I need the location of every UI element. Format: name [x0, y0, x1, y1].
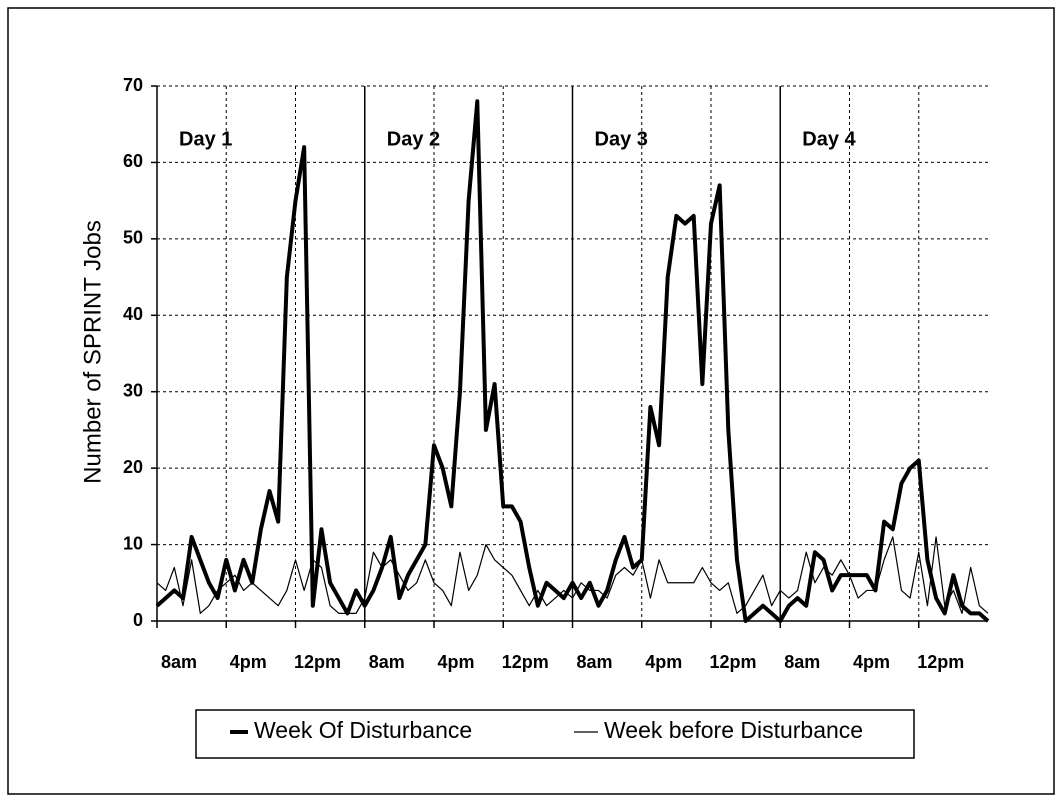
x-tick-label: 8am: [576, 652, 612, 672]
x-tick-label: 12pm: [502, 652, 549, 672]
x-tick-label: 4pm: [437, 652, 474, 672]
y-tick-label: 60: [123, 151, 143, 171]
y-tick-label: 70: [123, 75, 143, 95]
y-tick-label: 0: [133, 610, 143, 630]
x-tick-label: 4pm: [645, 652, 682, 672]
day-label: Day 4: [802, 128, 856, 150]
day-label: Day 1: [179, 128, 232, 150]
frame: [7, 7, 1055, 795]
y-tick-label: 50: [123, 228, 143, 248]
x-tick-label: 8am: [161, 652, 197, 672]
x-tick-label: 12pm: [709, 652, 756, 672]
day-label: Day 3: [595, 128, 648, 150]
x-tick-label: 8am: [784, 652, 820, 672]
x-tick-label: 4pm: [853, 652, 890, 672]
x-tick-label: 4pm: [230, 652, 267, 672]
day-label: Day 2: [387, 128, 440, 150]
legend-items: Week Of Disturbance Week before Disturban…: [230, 717, 863, 743]
series-line: [155, 99, 990, 623]
y-tick-label: 10: [123, 533, 143, 553]
y-axis-label: Number of SPRINT Jobs: [79, 220, 106, 484]
x-tick-label: 12pm: [917, 652, 964, 672]
legend: [195, 709, 915, 759]
y-tick-label: 30: [123, 380, 143, 400]
x-tick-label: 12pm: [294, 652, 341, 672]
legend-label: Week before Disturbance: [604, 717, 863, 743]
legend-label: Week Of Disturbance: [254, 717, 472, 743]
y-tick-label: 40: [123, 304, 143, 324]
x-tick-label: 8am: [369, 652, 405, 672]
y-tick-label: 20: [123, 457, 143, 477]
